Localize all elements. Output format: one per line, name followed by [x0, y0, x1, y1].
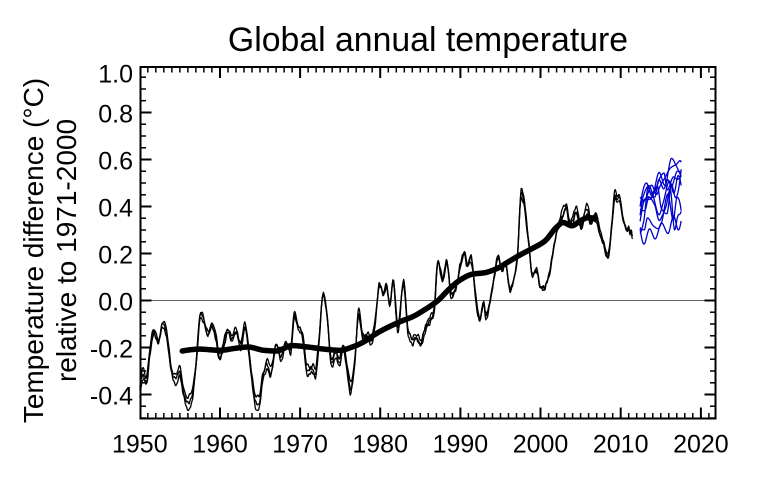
- svg-text:0.4: 0.4: [98, 194, 133, 222]
- svg-text:1970: 1970: [272, 431, 328, 459]
- svg-text:Global annual temperature: Global annual temperature: [228, 21, 628, 59]
- svg-text:2000: 2000: [513, 431, 569, 459]
- svg-text:0.0: 0.0: [98, 288, 133, 316]
- svg-text:1980: 1980: [352, 431, 408, 459]
- svg-text:2020: 2020: [673, 431, 729, 459]
- svg-text:Temperature difference (°C): Temperature difference (°C): [18, 78, 49, 423]
- svg-text:1.0: 1.0: [98, 61, 133, 89]
- svg-text:0.8: 0.8: [98, 100, 133, 128]
- svg-text:0.2: 0.2: [98, 241, 133, 269]
- svg-text:0.6: 0.6: [98, 147, 133, 175]
- svg-text:1960: 1960: [192, 431, 248, 459]
- svg-text:relative to 1971-2000: relative to 1971-2000: [51, 119, 82, 382]
- svg-text:1990: 1990: [433, 431, 489, 459]
- svg-text:1950: 1950: [112, 431, 168, 459]
- svg-text:-0.4: -0.4: [90, 382, 133, 410]
- svg-text:-0.2: -0.2: [90, 335, 133, 363]
- svg-text:2010: 2010: [593, 431, 649, 459]
